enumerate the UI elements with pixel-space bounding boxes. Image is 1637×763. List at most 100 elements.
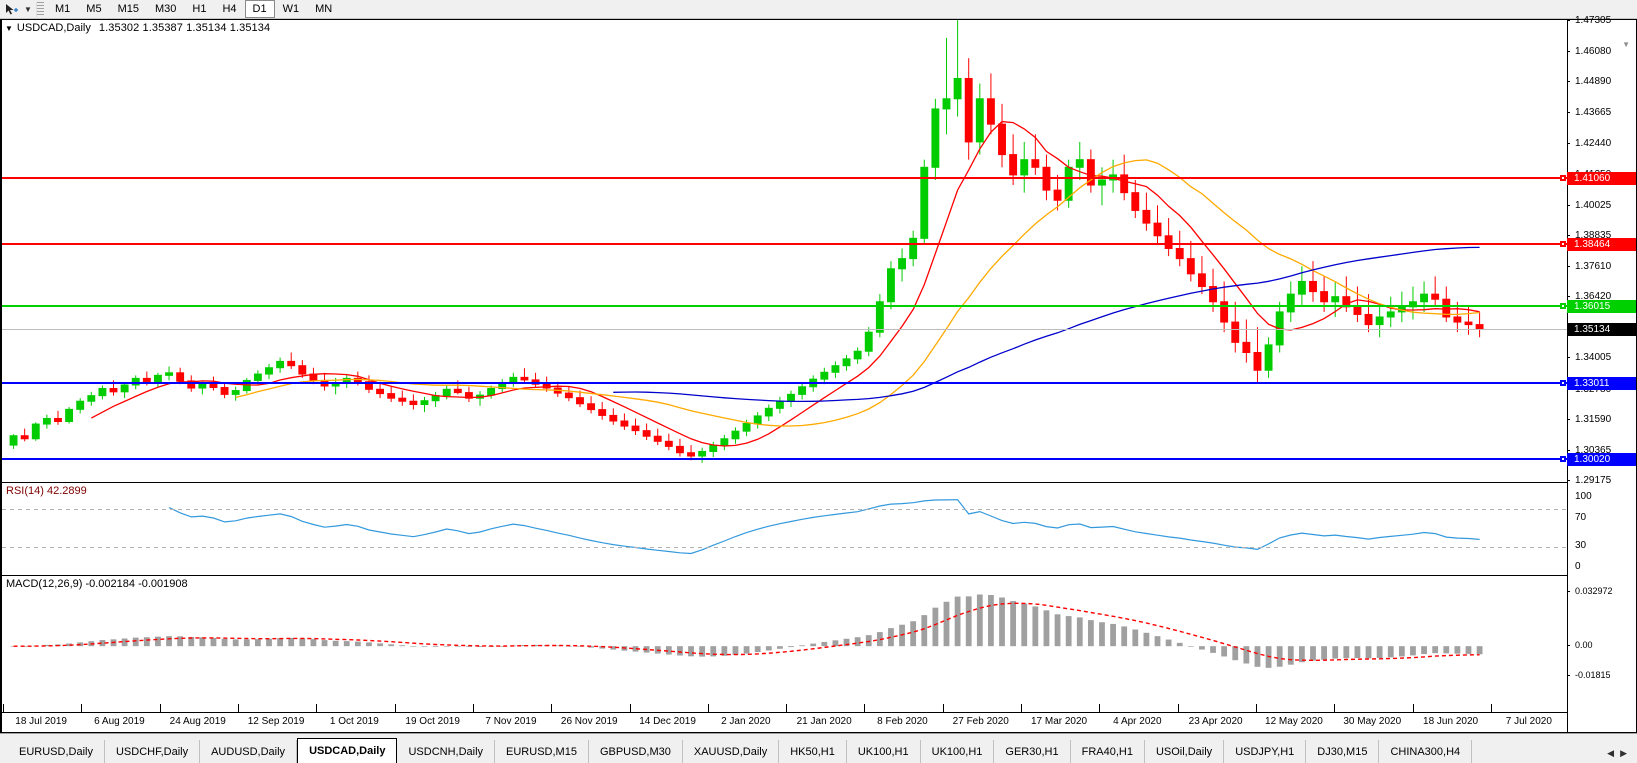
timeframe-button-d1[interactable]: D1 [244, 0, 275, 18]
price-tick: 1.42440 [1567, 137, 1636, 150]
date-tick [159, 704, 161, 713]
level-handle-icon[interactable] [1560, 303, 1566, 310]
date-axis[interactable]: 18 Jul 2019 6 Aug 2019 24 Aug 2019 12 Sep 2… [2, 704, 1567, 732]
level-handle-icon[interactable] [1560, 455, 1566, 462]
chevron-left-icon[interactable]: ◀ [1607, 748, 1615, 758]
date-label: 8 Feb 2020 [877, 716, 928, 727]
date-label: 14 Dec 2019 [639, 716, 696, 727]
chart-tab-usdcad-daily[interactable]: USDCAD,Daily [297, 738, 398, 763]
tab-scroll-controls: ◀ ▶ [1607, 748, 1637, 763]
chart-ohlc-values: 1.35302 1.35387 1.35134 1.35134 [98, 22, 271, 34]
chart-tab-usoil-daily[interactable]: USOil,Daily [1145, 740, 1225, 763]
price-scale[interactable]: 1.473051.460801.448901.436651.424401.412… [1567, 15, 1636, 732]
chart-tab-eurusd-daily[interactable]: EURUSD,Daily [8, 740, 105, 763]
price-tag-pivot: 1.36015 [1567, 300, 1636, 314]
crosshair-cursor-icon[interactable] [0, 1, 22, 18]
current-price-line [2, 328, 1567, 330]
macd-pane[interactable]: MACD(12,26,9) -0.002184 -0.001908 [2, 575, 1567, 685]
date-label: 12 May 2020 [1265, 716, 1323, 727]
level-line-pivot[interactable] [2, 303, 1567, 310]
date-tick [3, 704, 5, 713]
price-pane[interactable] [2, 20, 1567, 480]
macd-label: MACD(12,26,9) -0.002184 -0.001908 [6, 578, 188, 590]
date-label: 27 Feb 2020 [952, 716, 1009, 727]
date-label: 1 Oct 2019 [329, 716, 379, 727]
price-tag-support-1: 1.33011 [1567, 376, 1636, 390]
date-label: 18 Jul 2019 [15, 716, 67, 727]
chart-tab-uk100-h1[interactable]: UK100,H1 [847, 740, 921, 763]
level-handle-icon[interactable] [1560, 175, 1566, 182]
price-tag-current-price: 1.35134 [1567, 322, 1636, 336]
triangle-down-icon[interactable]: ▼ [5, 23, 13, 33]
chart-tab-audusd-daily[interactable]: AUDUSD,Daily [200, 740, 298, 763]
chart-tab-xauusd-daily[interactable]: XAUUSD,Daily [683, 740, 780, 763]
level-line-resistance-2[interactable] [2, 241, 1567, 248]
level-line-support-2[interactable] [2, 455, 1567, 462]
rsi-pane[interactable]: RSI(14) 42.2899 [2, 482, 1567, 573]
chart-tab-ger30-h1[interactable]: GER30,H1 [994, 740, 1071, 763]
date-label: 26 Nov 2019 [560, 716, 618, 727]
timeframe-button-m30[interactable]: M30 [154, 3, 177, 15]
date-tick [1255, 704, 1257, 713]
macd-plot [10, 594, 1483, 668]
chart-tab-uk100-h1[interactable]: UK100,H1 [921, 740, 995, 763]
timeframe-toolbar: ▼ M1 M5 M15 M30 H1 H4 D1 W1 MN [0, 0, 1637, 19]
date-tick [238, 704, 240, 713]
price-tick: 1.38835 [1567, 229, 1636, 242]
timeframe-button-m1[interactable]: M1 [55, 3, 71, 15]
level-line-support-1[interactable] [2, 379, 1567, 386]
level-line-resistance-1[interactable] [2, 175, 1567, 182]
chart-tab-eurusd-m15[interactable]: EURUSD,M15 [495, 740, 589, 763]
chart-tab-usdcnh-daily[interactable]: USDCNH,Daily [397, 740, 496, 763]
chart-tab-fra40-h1[interactable]: FRA40,H1 [1071, 740, 1145, 763]
price-tick: 1.36420 [1567, 290, 1636, 303]
date-label: 19 Oct 2019 [405, 716, 460, 727]
timeframe-button-h4[interactable]: H4 [222, 3, 237, 15]
price-tick: 1.44890 [1567, 75, 1636, 88]
chart-tab-hk50-h1[interactable]: HK50,H1 [779, 740, 847, 763]
toolbar-grip[interactable] [36, 1, 44, 17]
chart-tab-usdjpy-h1[interactable]: USDJPY,H1 [1224, 740, 1307, 763]
price-tick: 1.43665 [1567, 106, 1636, 119]
rsi-tick: 30 [1575, 540, 1587, 551]
chart-tab-bar: EURUSD,Daily USDCHF,Daily AUDUSD,Daily USDC… [0, 733, 1637, 763]
date-label: 12 Sep 2019 [247, 716, 305, 727]
date-label: 6 Aug 2019 [94, 716, 145, 727]
timeframe-button-m5[interactable]: M5 [86, 3, 102, 15]
chart-tab-usdchf-daily[interactable]: USDCHF,Daily [105, 740, 201, 763]
date-tick [316, 704, 318, 713]
chart-tab-dj30-m15[interactable]: DJ30,M15 [1306, 740, 1380, 763]
date-label: 7 Nov 2019 [485, 716, 537, 727]
date-tick [551, 704, 553, 713]
timeframe-button-h1[interactable]: H1 [192, 3, 207, 15]
chart-tab-gbpusd-m30[interactable]: GBPUSD,M30 [589, 740, 683, 763]
macd-tick: 0.00 [1567, 639, 1636, 652]
macd-tick: 0.032972 [1567, 585, 1636, 598]
timeframe-button-mn[interactable]: MN [315, 3, 333, 15]
level-handle-icon[interactable] [1560, 241, 1566, 248]
timeframe-button-m15[interactable]: M15 [117, 3, 139, 15]
price-tick: 1.46080 [1567, 45, 1636, 58]
price-tick: 1.30365 [1567, 444, 1636, 457]
chevron-down-icon[interactable]: ▼ [24, 4, 32, 14]
date-label: 2 Jan 2020 [721, 716, 771, 727]
price-tick: 1.34005 [1567, 351, 1636, 364]
rsi-tick: 0 [1575, 561, 1581, 572]
date-label: 18 Jun 2020 [1423, 716, 1479, 727]
candlestick-plot [9, 20, 1484, 463]
date-tick [394, 704, 396, 713]
chevron-right-icon[interactable]: ▶ [1620, 748, 1627, 758]
scroll-caret-icon[interactable]: ▼ [1622, 40, 1630, 49]
date-tick [942, 704, 944, 713]
rsi-oversold-line [2, 547, 1567, 548]
chart-tab-china300-h4[interactable]: CHINA300,H4 [1379, 740, 1473, 763]
chart-window[interactable]: ▼ USDCAD,Daily 1.35302 1.35387 1.35134 1… [0, 15, 1637, 733]
level-handle-icon[interactable] [1560, 379, 1566, 386]
date-label: 4 Apr 2020 [1113, 716, 1162, 727]
timeframe-button-w1[interactable]: W1 [282, 3, 300, 15]
price-tag-support-2: 1.30020 [1567, 452, 1636, 466]
date-label: 21 Jan 2020 [796, 716, 852, 727]
date-tick [864, 704, 866, 713]
chart-plot-area[interactable]: RSI(14) 42.2899 MACD(12,26,9) -0.002184 … [2, 20, 1567, 732]
